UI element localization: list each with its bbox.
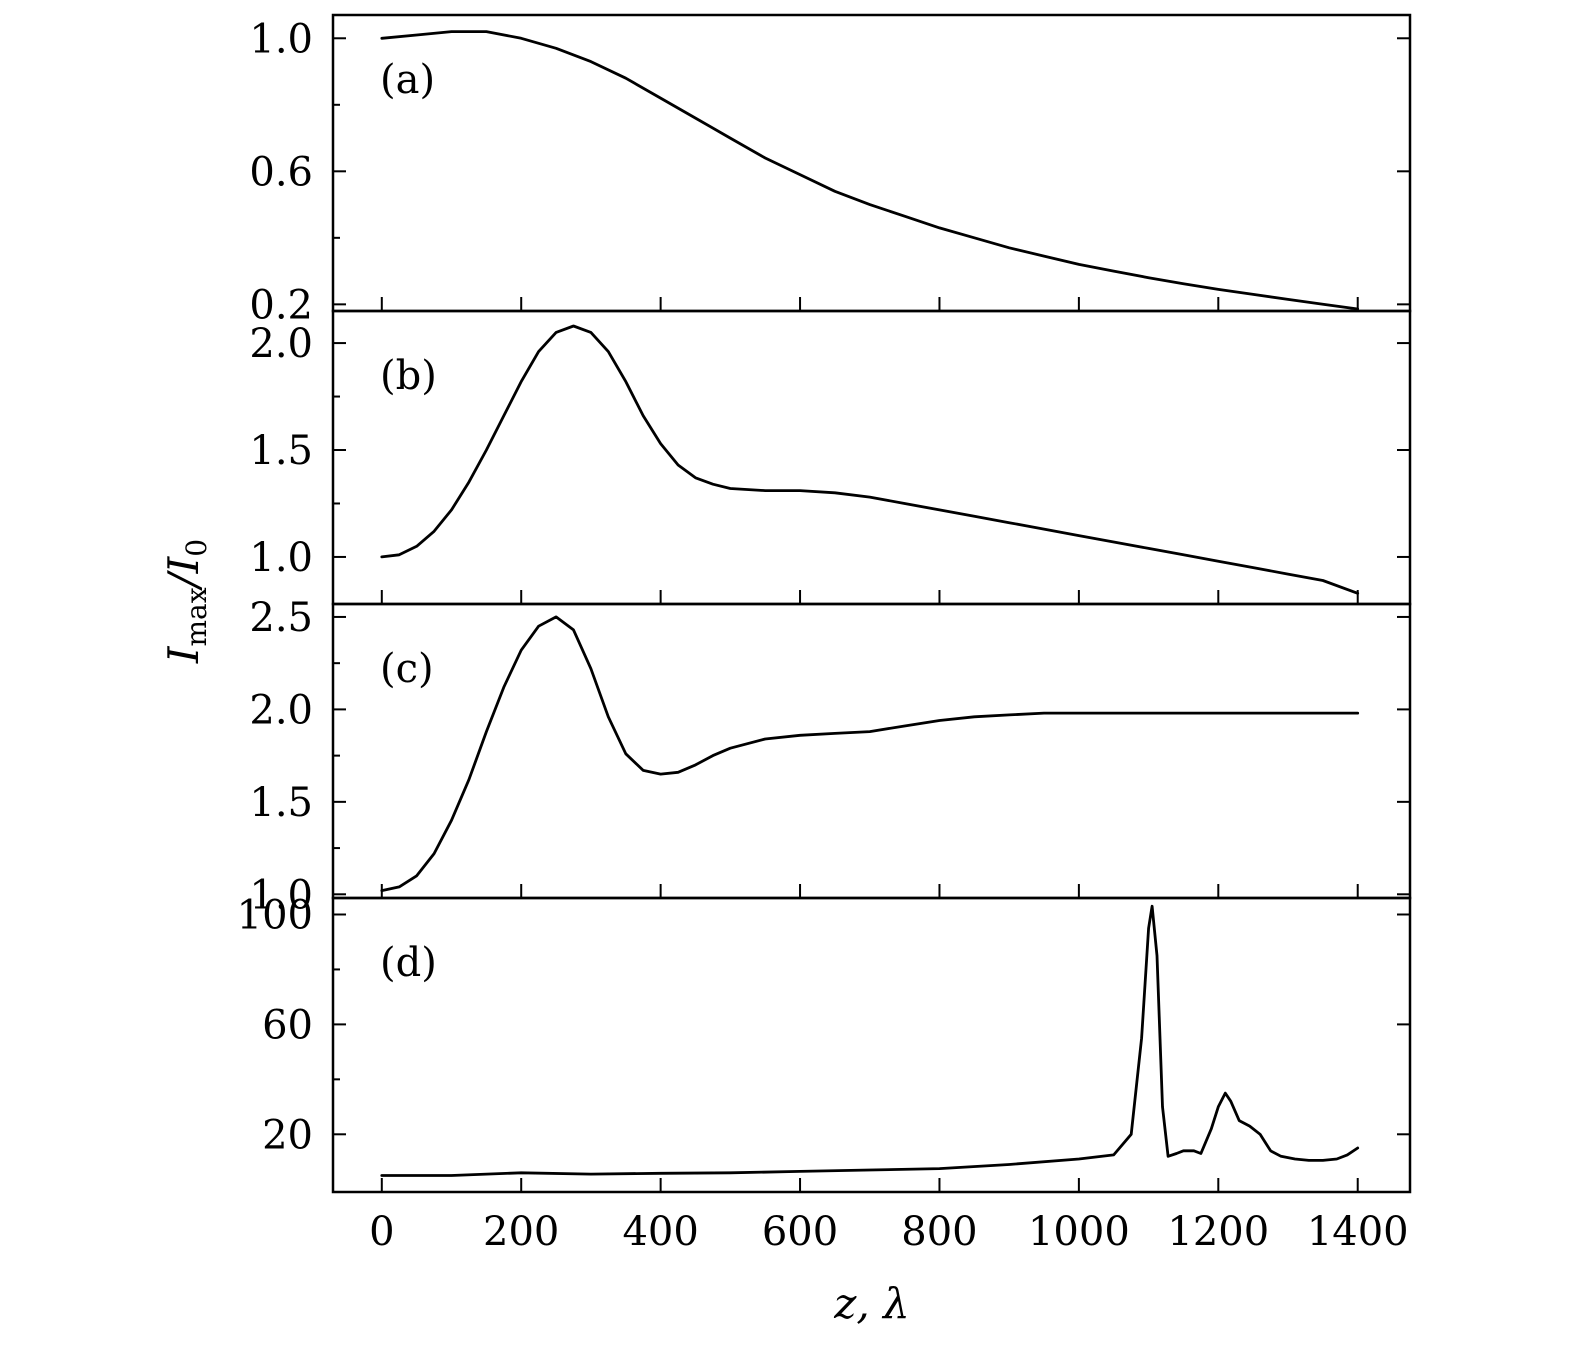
y-tick-label: 1.5 xyxy=(249,780,313,826)
panel-frame xyxy=(331,602,1412,900)
series-line xyxy=(380,615,1360,892)
panel-label: (a) xyxy=(380,57,435,103)
x-tick-label: 200 xyxy=(483,1209,559,1255)
panel-frame xyxy=(331,13,1412,313)
y-tick-label: 2.0 xyxy=(249,687,313,733)
x-axis-title: z, λ xyxy=(833,1279,909,1328)
panel-4: 100 60 20 (d) xyxy=(237,892,1412,1194)
y-tick-label: 0.6 xyxy=(249,149,313,195)
series-line xyxy=(380,30,1360,311)
panel-2: 2.0 1.5 1.0 (b) xyxy=(249,309,1412,606)
panel-1: 1.0 0.6 0.2 (a) xyxy=(249,13,1412,328)
x-axis: 0 200 400 600 800 1000 1200 1400 xyxy=(369,1209,1409,1255)
y-tick-label: 0.2 xyxy=(249,282,313,328)
y-tick-label: 1.0 xyxy=(249,872,313,918)
y-tick-label: 1.5 xyxy=(249,428,313,474)
x-tick-label: 600 xyxy=(762,1209,838,1255)
y-axis-title-sub-zero: 0 xyxy=(180,539,213,557)
x-tick-label: 0 xyxy=(369,1209,394,1255)
x-tick-label: 1400 xyxy=(1307,1209,1409,1255)
panels: 1.0 0.6 0.2 (a) 2.0 1.5 1.0 (b) 2.5 2.0 1.5 1.0 (c) 1… xyxy=(237,13,1412,1194)
panel-label: (d) xyxy=(380,940,437,986)
x-tick-label: 1200 xyxy=(1167,1209,1269,1255)
y-tick-label: 1.0 xyxy=(249,16,313,62)
y-axis-title: Imax/I0 xyxy=(159,539,213,664)
y-tick-label: 1.0 xyxy=(249,535,313,581)
x-tick-label: 800 xyxy=(901,1209,977,1255)
series-line xyxy=(380,324,1360,595)
y-tick-label: 2.0 xyxy=(249,321,313,367)
panel-3: 2.5 2.0 1.5 1.0 (c) xyxy=(249,595,1412,918)
x-tick-label: 400 xyxy=(622,1209,698,1255)
panel-frame xyxy=(331,309,1412,606)
x-tick-label: 1000 xyxy=(1028,1209,1130,1255)
y-tick-label: 20 xyxy=(262,1112,313,1158)
y-tick-label: 60 xyxy=(262,1002,313,1048)
panel-frame xyxy=(331,896,1412,1194)
y-axis-title-main: I xyxy=(159,645,208,664)
panel-label: (b) xyxy=(380,353,437,399)
panel-label: (c) xyxy=(380,646,434,692)
y-tick-label: 100 xyxy=(237,892,313,938)
y-axis-title-mid: /I xyxy=(159,555,208,591)
y-tick-label: 2.5 xyxy=(249,595,313,641)
series-line xyxy=(380,904,1360,1177)
y-axis-title-sub-max: max xyxy=(180,587,213,646)
